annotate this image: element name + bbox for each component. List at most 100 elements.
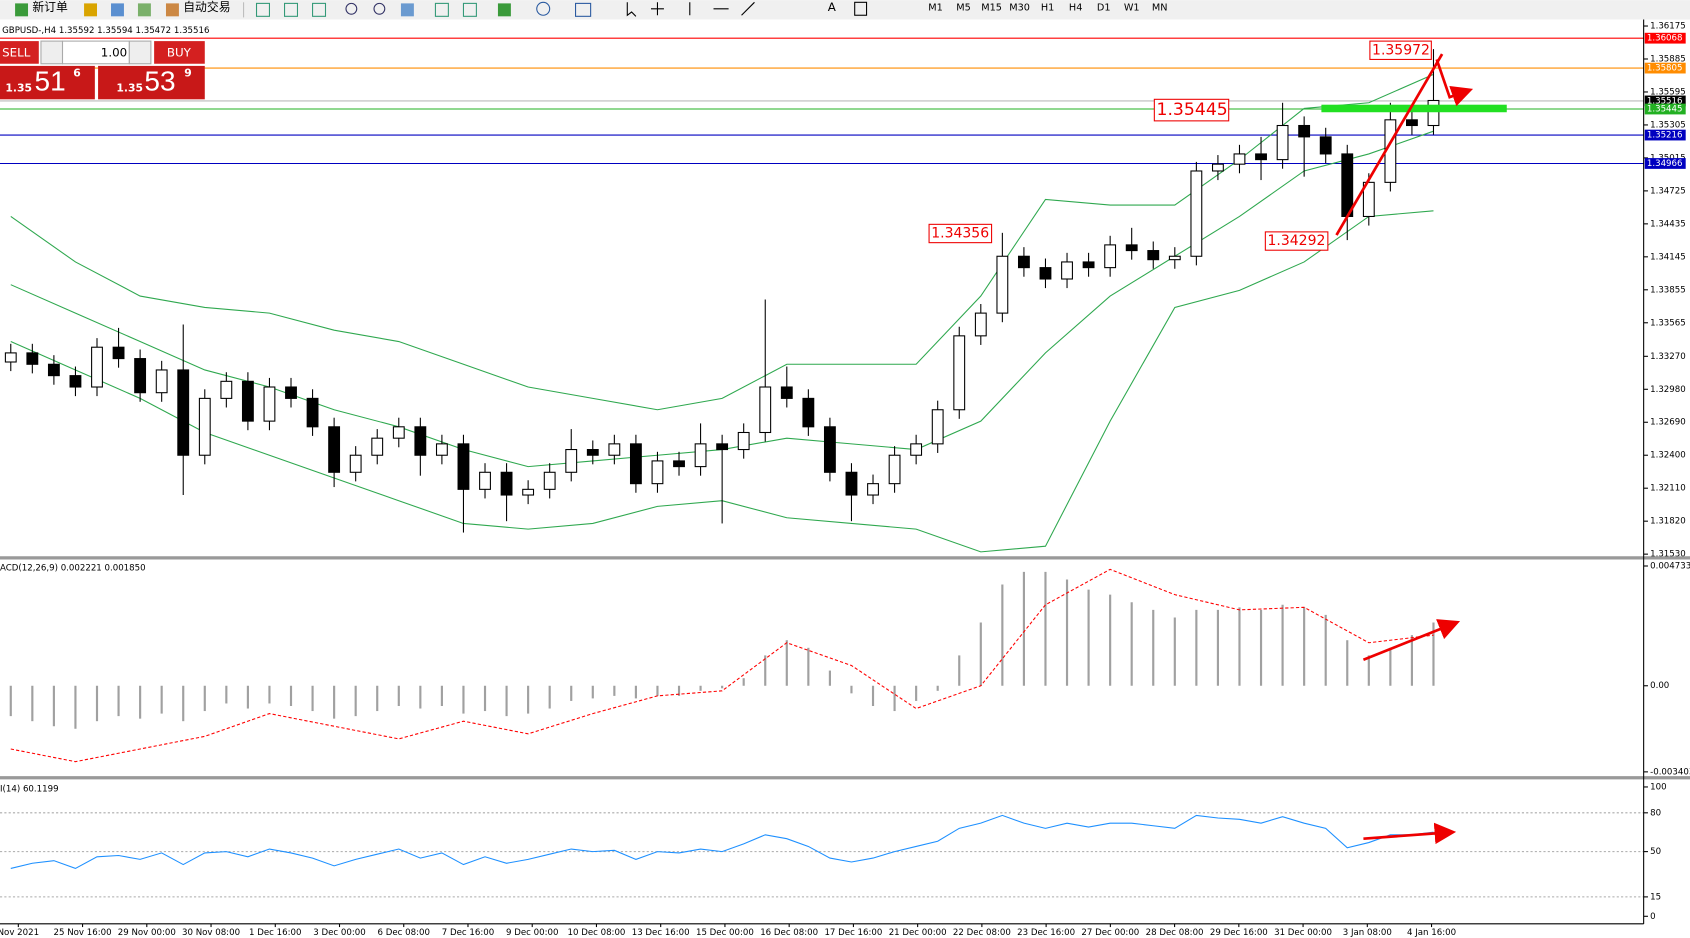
- candle-body: [392, 426, 405, 439]
- rsi-divergence-arrow: [1363, 822, 1457, 845]
- price-annotation-box: [1153, 98, 1230, 122]
- price-annotation: 1.35445: [1156, 100, 1227, 120]
- x-tick-label: 29 Dec 16:00: [1210, 928, 1268, 938]
- x-tick-label: 3 Jan 08:00: [1343, 928, 1392, 938]
- timeframe-button[interactable]: H4: [1069, 3, 1082, 14]
- timeframe-button[interactable]: M5: [956, 3, 971, 14]
- macd-divergence-arrow: [1362, 619, 1461, 662]
- candle-body: [457, 443, 470, 490]
- tool-icon[interactable]: [497, 3, 511, 17]
- auto-trade-icon[interactable]: [165, 3, 179, 17]
- tool-icon[interactable]: [284, 2, 299, 17]
- timeframe-button[interactable]: W1: [1124, 3, 1140, 14]
- timeframe-button[interactable]: M30: [1009, 3, 1030, 14]
- candle-body: [306, 397, 319, 428]
- y-tick-label: 1.35885: [1650, 54, 1686, 64]
- x-tick-label: 22 Dec 08:00: [953, 928, 1011, 938]
- price-level-label: 1.35805: [1647, 64, 1683, 74]
- y-tick-label: 1.35305: [1650, 120, 1686, 130]
- tool-icon[interactable]: [575, 2, 592, 17]
- candle-body: [1082, 261, 1095, 269]
- price-annotation: 1.35972: [1372, 42, 1430, 58]
- candle-body: [522, 488, 535, 496]
- toolbar: [0, 0, 1690, 20]
- volume-value[interactable]: 1.00: [101, 45, 127, 59]
- one-click-trading: SELL 1.00 BUY 1.35 51 6 1.35 53 9: [0, 40, 205, 100]
- price-annotation-box: [1369, 40, 1432, 60]
- tool-icon[interactable]: [137, 3, 151, 17]
- candle-body: [285, 386, 297, 399]
- new-order-icon[interactable]: [15, 3, 29, 17]
- auto-trade-button[interactable]: 自动交易: [183, 0, 230, 14]
- cursor-tool[interactable]: [626, 2, 637, 17]
- price-level-tag: [1644, 32, 1686, 44]
- zoom-out[interactable]: [373, 2, 386, 15]
- crosshair-tool[interactable]: [650, 2, 664, 16]
- ask-pips: 53: [144, 66, 175, 97]
- x-tick-label: 21 Dec 00:00: [889, 928, 947, 938]
- timeframe-button[interactable]: M1: [928, 3, 943, 14]
- candle-body: [673, 460, 685, 468]
- candle-body: [4, 352, 17, 363]
- chart-title: GBPUSD-,H4 1.35592 1.35594 1.35472 1.355…: [2, 26, 209, 36]
- candle-body: [349, 454, 362, 473]
- tool-icon[interactable]: [434, 2, 449, 17]
- buy-button[interactable]: [154, 41, 205, 64]
- candle-body: [91, 346, 103, 388]
- candle-body: [1039, 267, 1052, 280]
- y-tick-label: 1.32110: [1650, 484, 1686, 494]
- y-tick-label: 0.00: [1650, 681, 1669, 691]
- candle-body: [1125, 244, 1138, 252]
- rsi-chart: I(14) 60.1199 100 80 50 15 0: [0, 782, 1667, 922]
- y-tick-label: 0: [1650, 912, 1655, 922]
- tool-icon[interactable]: [111, 3, 124, 17]
- x-tick-label: 16 Dec 08:00: [760, 928, 818, 938]
- time-axis: Nov 2021 25 Nov 16:00 29 Nov 00:00 30 Nov 0…: [0, 923, 1456, 938]
- volume-down[interactable]: [40, 40, 64, 65]
- candle-body: [414, 426, 427, 456]
- y-tick-label: 50: [1650, 847, 1661, 857]
- tool-icon[interactable]: [462, 2, 477, 17]
- y-tick-label: 1.34145: [1650, 252, 1686, 262]
- price-annotation: 1.34356: [931, 225, 989, 241]
- new-order-button[interactable]: 新订单: [32, 0, 68, 14]
- candle-body: [910, 443, 923, 456]
- volume-up[interactable]: [128, 40, 152, 65]
- x-tick-label: 28 Dec 08:00: [1146, 928, 1204, 938]
- trend-arrow: [1335, 53, 1444, 236]
- bid-box[interactable]: [0, 65, 95, 100]
- tool-icon[interactable]: [312, 2, 327, 17]
- tool-icon[interactable]: [84, 3, 98, 17]
- buy-label[interactable]: BUY: [167, 45, 192, 59]
- price-annotation-box: [928, 223, 993, 244]
- x-tick-label: 1 Dec 16:00: [249, 928, 301, 938]
- label-tool[interactable]: [854, 1, 868, 16]
- candle-body: [586, 449, 599, 456]
- tool-icon[interactable]: [255, 2, 270, 17]
- candle-body: [1298, 124, 1311, 138]
- support-highlight: [1321, 104, 1507, 113]
- sell-label[interactable]: SELL: [2, 45, 31, 59]
- text-tool[interactable]: A: [828, 0, 836, 14]
- timeframe-button[interactable]: M15: [981, 3, 1002, 14]
- tool-icon[interactable]: [536, 1, 551, 16]
- y-tick-label: -0.003403: [1650, 767, 1690, 777]
- macd-chart: ACD(12,26,9) 0.002221 0.001850 0.004733 0.…: [0, 562, 1690, 778]
- tool-icon[interactable]: [400, 3, 414, 17]
- ask-box[interactable]: [98, 65, 205, 100]
- y-tick-label: 1.33565: [1650, 318, 1686, 328]
- zoom-in[interactable]: [345, 2, 358, 15]
- price-level-label: 1.35216: [1647, 131, 1683, 141]
- candle-body: [694, 443, 707, 468]
- timeframe-button[interactable]: H1: [1041, 3, 1054, 14]
- candle-body: [953, 335, 966, 411]
- candle-body: [1017, 255, 1030, 269]
- timeframe-button[interactable]: D1: [1097, 3, 1111, 14]
- draw-tools[interactable]: [689, 1, 755, 16]
- sell-button[interactable]: [0, 41, 39, 64]
- candle-body: [500, 471, 513, 496]
- timeframe-button[interactable]: MN: [1152, 3, 1168, 14]
- candle-body: [1211, 163, 1224, 172]
- x-tick-label: 15 Dec 00:00: [696, 928, 754, 938]
